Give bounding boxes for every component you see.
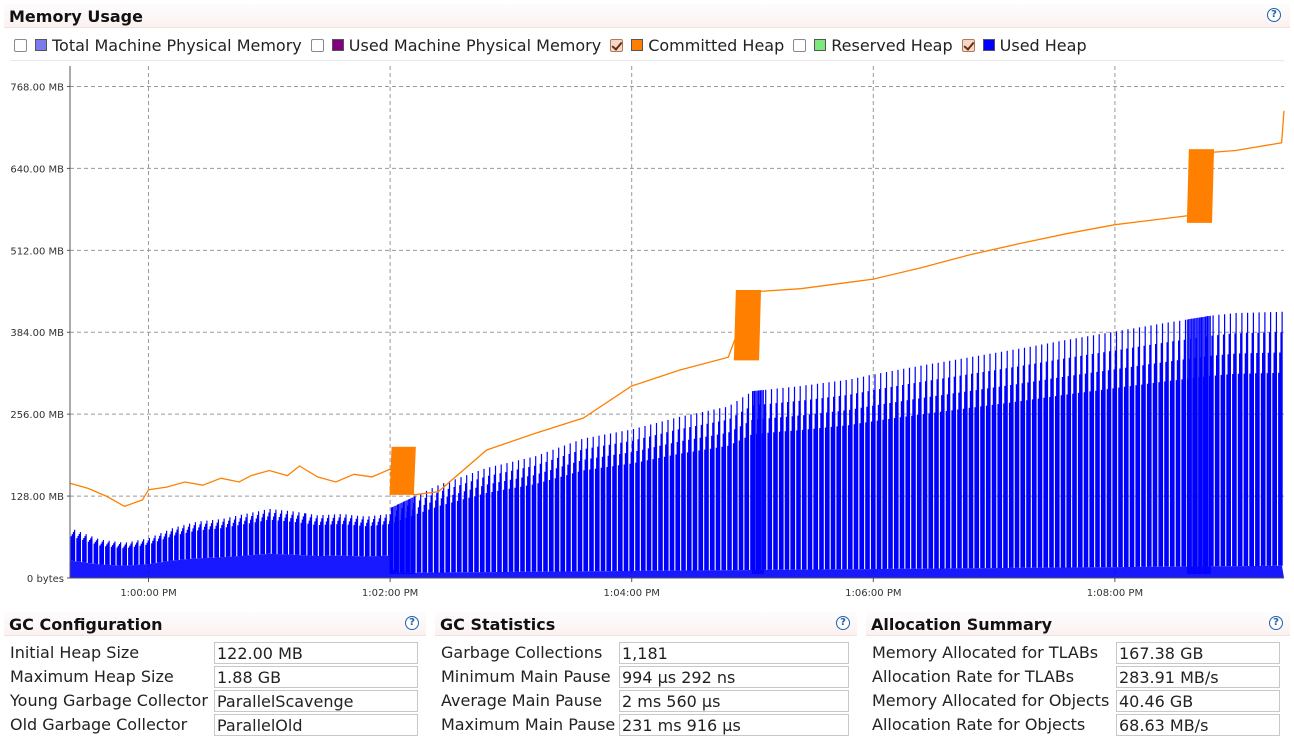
row-value[interactable]: 122.00 MB xyxy=(214,642,418,664)
row-label: Allocation Rate for Objects xyxy=(872,715,1086,734)
series-used-heap xyxy=(70,311,1283,573)
legend-checkbox[interactable] xyxy=(310,38,324,52)
allocation-row: Allocation Rate for Objects 68.63 MB/s xyxy=(866,714,1290,736)
legend-checkbox[interactable] xyxy=(14,38,27,52)
series-committed-heap xyxy=(69,110,1285,508)
y-tick-label: 512.00 MB xyxy=(10,246,64,257)
legend-label: Used Machine Physical Memory xyxy=(348,35,602,55)
series-used-heap-base xyxy=(70,553,1284,578)
legend-swatch xyxy=(35,39,47,51)
allocation-summary-title: Allocation Summary xyxy=(871,615,1053,634)
memory-usage-header: Memory Usage ? xyxy=(4,4,1290,28)
legend-item-reserved-heap[interactable]: Reserved Heap xyxy=(793,35,953,55)
gc-stats-row: Average Main Pause 2 ms 560 μs xyxy=(435,690,857,712)
legend-divider xyxy=(10,60,1284,61)
legend-checkbox[interactable] xyxy=(793,38,807,52)
row-label: Average Main Pause xyxy=(441,691,603,710)
allocation-summary-header: Allocation Summary ? xyxy=(866,612,1290,636)
row-value[interactable]: 2 ms 560 μs xyxy=(619,690,849,712)
row-value[interactable]: 40.46 GB xyxy=(1116,690,1280,712)
gc-statistics-panel: GC Statistics ? Garbage Collections 1,18… xyxy=(431,610,861,748)
legend-item-total-machine-physical-memory[interactable]: Total Machine Physical Memory xyxy=(14,36,302,55)
legend-item-used-heap[interactable]: Used Heap xyxy=(961,35,1087,55)
allocation-row: Memory Allocated for TLABs 167.38 GB xyxy=(866,642,1290,664)
legend-label: Total Machine Physical Memory xyxy=(52,35,302,55)
row-label: Maximum Main Pause xyxy=(441,715,616,734)
y-tick-label: 128.00 MB xyxy=(10,492,64,503)
row-label: Young Garbage Collector xyxy=(10,691,208,710)
x-tick-label: 1:04:00 PM xyxy=(604,588,660,599)
row-value[interactable]: ParallelScavenge xyxy=(214,690,418,712)
gc-config-row: Young Garbage Collector ParallelScavenge xyxy=(4,690,426,712)
memory-usage-chart[interactable]: 0 bytes 128.00 MB 256.00 MB 384.00 MB 512.00… xyxy=(0,62,1294,608)
chart-series xyxy=(69,110,1285,578)
legend-label: Committed Heap xyxy=(648,35,785,55)
gc-stats-row: Minimum Main Pause 994 μs 292 ns xyxy=(435,666,857,688)
row-label: Memory Allocated for Objects xyxy=(872,691,1110,710)
chart-legend: Total Machine Physical Memory Used Machi… xyxy=(14,33,1096,57)
committed-heap-resize-band xyxy=(389,446,416,495)
x-tick-label: 1:00:00 PM xyxy=(120,588,176,599)
legend-swatch xyxy=(331,39,344,51)
row-label: Minimum Main Pause xyxy=(441,667,611,686)
gc-configuration-panel: GC Configuration ? Initial Heap Size 122… xyxy=(0,610,430,748)
gc-configuration-header: GC Configuration ? xyxy=(4,612,426,636)
row-label: Initial Heap Size xyxy=(10,643,140,662)
question-circle-icon[interactable]: ? xyxy=(405,616,419,630)
legend-checkbox[interactable] xyxy=(961,38,975,52)
question-circle-icon[interactable]: ? xyxy=(1267,8,1281,22)
y-tick-label: 640.00 MB xyxy=(10,164,64,175)
row-value[interactable]: 68.63 MB/s xyxy=(1116,714,1280,736)
legend-label: Reserved Heap xyxy=(831,35,953,55)
memory-usage-title: Memory Usage xyxy=(9,7,143,26)
allocation-row: Memory Allocated for Objects 40.46 GB xyxy=(866,690,1290,712)
y-tick-label: 384.00 MB xyxy=(10,328,64,339)
gc-stats-row: Garbage Collections 1,181 xyxy=(435,642,857,664)
row-value[interactable]: 1.88 GB xyxy=(214,666,418,688)
x-tick-label: 1:06:00 PM xyxy=(845,588,901,599)
row-label: Allocation Rate for TLABs xyxy=(872,667,1075,686)
legend-item-used-machine-physical-memory[interactable]: Used Machine Physical Memory xyxy=(310,35,602,55)
row-label: Garbage Collections xyxy=(441,643,603,662)
x-tick-label: 1:02:00 PM xyxy=(362,588,418,599)
allocation-row: Allocation Rate for TLABs 283.91 MB/s xyxy=(866,666,1290,688)
row-label: Memory Allocated for TLABs xyxy=(872,643,1099,662)
legend-label: Used Heap xyxy=(999,35,1087,55)
row-value[interactable]: 283.91 MB/s xyxy=(1116,666,1280,688)
gc-config-row: Initial Heap Size 122.00 MB xyxy=(4,642,426,664)
question-circle-icon[interactable]: ? xyxy=(1269,616,1283,630)
x-tick-label: 1:08:00 PM xyxy=(1087,588,1143,599)
committed-heap-resize-band xyxy=(1186,149,1215,223)
gc-configuration-title: GC Configuration xyxy=(9,615,163,634)
y-tick-label: 256.00 MB xyxy=(10,410,64,421)
committed-heap-resize-band xyxy=(733,289,762,361)
chart-axes: 0 bytes 128.00 MB 256.00 MB 384.00 MB 512.00… xyxy=(10,66,1284,599)
row-label: Old Garbage Collector xyxy=(10,715,188,734)
question-circle-icon[interactable]: ? xyxy=(836,616,850,630)
row-value[interactable]: 1,181 xyxy=(619,642,849,664)
legend-item-committed-heap[interactable]: Committed Heap xyxy=(610,36,784,55)
row-value[interactable]: 231 ms 916 μs xyxy=(619,714,849,736)
row-value[interactable]: 167.38 GB xyxy=(1116,642,1280,664)
legend-swatch xyxy=(982,39,995,51)
gc-config-row: Maximum Heap Size 1.88 GB xyxy=(4,666,426,688)
gc-config-row: Old Garbage Collector ParallelOld xyxy=(4,714,426,736)
legend-swatch xyxy=(814,39,827,51)
gc-stats-row: Maximum Main Pause 231 ms 916 μs xyxy=(435,714,857,736)
row-label: Maximum Heap Size xyxy=(10,667,174,686)
gc-statistics-header: GC Statistics ? xyxy=(435,612,857,636)
legend-checkbox[interactable] xyxy=(610,38,624,52)
row-value[interactable]: 994 μs 292 ns xyxy=(619,666,849,688)
allocation-summary-panel: Allocation Summary ? Memory Allocated fo… xyxy=(862,610,1294,748)
legend-swatch xyxy=(631,39,644,51)
y-tick-label: 768.00 MB xyxy=(10,82,64,93)
gc-statistics-title: GC Statistics xyxy=(440,615,556,634)
y-tick-label: 0 bytes xyxy=(27,574,64,585)
row-value[interactable]: ParallelOld xyxy=(214,714,418,736)
